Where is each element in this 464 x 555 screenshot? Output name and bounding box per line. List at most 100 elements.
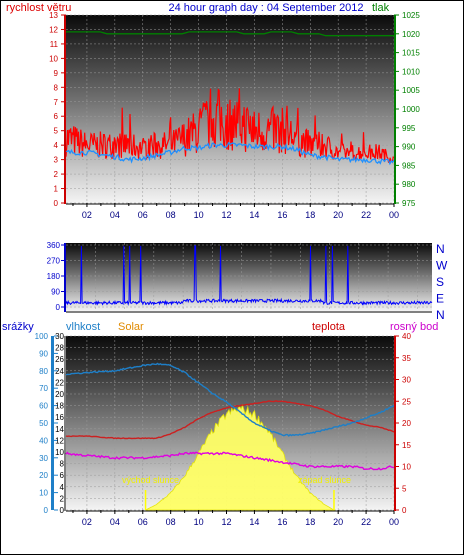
x-tick-label: 06 xyxy=(138,210,148,220)
y-left-tick-label: 11 xyxy=(50,40,59,49)
x-tick-label: 10 xyxy=(194,210,204,220)
chart-title: 24 hour graph day : 04 September 2012 xyxy=(168,2,363,14)
direction-tick-label: 90 xyxy=(51,288,60,297)
x-tick-label: 10 xyxy=(194,517,204,527)
direction-tick-label: 270 xyxy=(47,257,61,266)
x-tick-label: 14 xyxy=(249,210,259,220)
humidity-tick-label: 60 xyxy=(39,402,48,411)
rain-tick-label: 8 xyxy=(60,460,65,469)
humidity-temp-series xyxy=(65,362,395,511)
rain-tick-label: 14 xyxy=(55,425,64,434)
y-right-tick-label: 1010 xyxy=(402,67,420,76)
x-tick-label: 18 xyxy=(305,210,315,220)
rain-tick-label: 12 xyxy=(55,436,64,445)
compass-label: N xyxy=(436,242,445,256)
x-tick-label: 04 xyxy=(110,210,120,220)
compass-label: S xyxy=(436,275,444,289)
temp-tick-label: 40 xyxy=(402,332,411,341)
x-tick-label: 20 xyxy=(333,517,343,527)
sunrise-label: východ slunce xyxy=(122,475,179,485)
y-right-tick-label: 1015 xyxy=(402,49,420,58)
y-right-tick-label: 980 xyxy=(402,180,416,189)
y-left-tick-label: 6 xyxy=(54,112,59,121)
compass-label: W xyxy=(436,259,448,273)
direction-tick-label: 180 xyxy=(47,272,61,281)
rain-tick-label: 28 xyxy=(55,344,64,353)
humidity-tick-label: 100 xyxy=(35,332,49,341)
humidity-tick-label: 10 xyxy=(39,489,48,498)
x-tick-label: 22 xyxy=(361,517,371,527)
temp-tick-label: 15 xyxy=(402,441,411,450)
humidity-tick-label: 90 xyxy=(39,349,48,358)
humidity-tick-label: 50 xyxy=(39,419,48,428)
pressure-line xyxy=(66,31,394,37)
wind-direction-grid xyxy=(66,243,432,311)
y-left-tick-label: 2 xyxy=(54,170,59,179)
rain-tick-label: 0 xyxy=(60,506,65,515)
rain-tick-label: 18 xyxy=(55,402,64,411)
x-tick-label: 18 xyxy=(305,517,315,527)
y-left-tick-label: 8 xyxy=(54,83,59,92)
x-tick-label: 16 xyxy=(277,210,287,220)
rain-tick-label: 30 xyxy=(55,332,64,341)
x-tick-label: 14 xyxy=(249,517,259,527)
rain-tick-label: 22 xyxy=(55,378,64,387)
y-left-tick-label: 1 xyxy=(54,185,59,194)
temp-tick-label: 25 xyxy=(402,397,411,406)
rain-axis-bar xyxy=(51,336,54,510)
y-left-tick-label: 7 xyxy=(54,98,59,107)
temperature-line xyxy=(65,400,395,440)
rain-tick-label: 10 xyxy=(55,448,64,457)
rain-label: srážky xyxy=(2,321,34,333)
x-tick-label: 06 xyxy=(138,517,148,527)
x-tick-label: 02 xyxy=(82,210,92,220)
x-tick-label: 20 xyxy=(333,210,343,220)
y-right-tick-label: 995 xyxy=(402,124,416,133)
x-tick-label: 00 xyxy=(389,517,399,527)
y-left-tick-label: 0 xyxy=(54,199,59,208)
wind-average-line xyxy=(65,141,395,166)
x-tick-label: 04 xyxy=(110,517,120,527)
x-tick-label: 16 xyxy=(277,517,287,527)
x-tick-label: 08 xyxy=(166,210,176,220)
humidity-tick-label: 20 xyxy=(39,471,48,480)
wind-speed-label: rychlost větru xyxy=(6,2,71,14)
rain-tick-label: 26 xyxy=(55,355,64,364)
temp-tick-label: 20 xyxy=(402,419,411,428)
x-tick-label: 00 xyxy=(389,210,399,220)
y-right-tick-label: 975 xyxy=(402,199,416,208)
direction-tick-label: 0 xyxy=(56,303,61,312)
temp-tick-label: 0 xyxy=(402,506,407,515)
solar-area xyxy=(145,403,336,511)
temperature-label: teplota xyxy=(312,321,346,333)
rain-tick-label: 20 xyxy=(55,390,64,399)
y-left-tick-label: 12 xyxy=(49,25,58,34)
y-left-tick-label: 13 xyxy=(49,11,58,20)
direction-tick-label: 360 xyxy=(47,241,61,250)
humidity-label: vlhkost xyxy=(66,321,100,333)
humidity-tick-label: 70 xyxy=(39,384,48,393)
humidity-tick-label: 0 xyxy=(44,506,49,515)
wind-direction-series xyxy=(65,245,433,306)
rain-tick-label: 24 xyxy=(55,367,64,376)
y-left-tick-label: 5 xyxy=(54,127,59,136)
y-left-tick-label: 4 xyxy=(54,141,59,150)
dew-point-line xyxy=(65,451,395,471)
compass-label: E xyxy=(436,292,444,306)
humidity-tick-label: 40 xyxy=(39,436,48,445)
dew-point-label: rosný bod xyxy=(390,321,438,333)
pressure-label: tlak xyxy=(372,2,390,14)
humidity-temp-axes: 02 04 06 08 10 12 14 16 18 20 22 000102030405060708… xyxy=(35,332,412,527)
y-left-tick-label: 9 xyxy=(54,69,59,78)
rain-tick-label: 16 xyxy=(55,413,64,422)
y-left-tick-label: 10 xyxy=(49,54,58,63)
y-right-tick-label: 1020 xyxy=(402,30,420,39)
wind-speed-line xyxy=(65,88,395,164)
y-right-tick-label: 990 xyxy=(402,143,416,152)
wind-pressure-series xyxy=(65,31,395,166)
temp-tick-label: 30 xyxy=(402,376,411,385)
sunset-label: západ slunce xyxy=(298,475,351,485)
compass-label: N xyxy=(436,308,445,322)
